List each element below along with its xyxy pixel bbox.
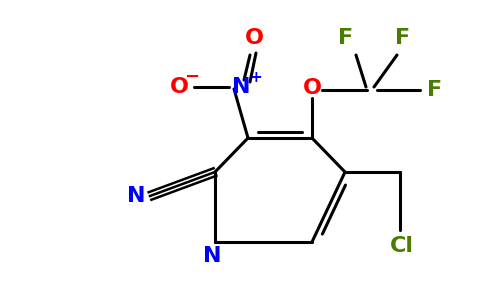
Text: N: N [203, 246, 221, 266]
Text: F: F [427, 80, 442, 100]
Text: O: O [169, 77, 188, 97]
Text: +: + [250, 70, 262, 86]
Text: N: N [232, 77, 250, 97]
Text: F: F [395, 28, 410, 48]
Text: O: O [244, 28, 263, 48]
Text: Cl: Cl [390, 236, 414, 256]
Text: O: O [302, 78, 321, 98]
Text: F: F [338, 28, 354, 48]
Text: N: N [127, 186, 145, 206]
Text: −: − [184, 68, 199, 86]
